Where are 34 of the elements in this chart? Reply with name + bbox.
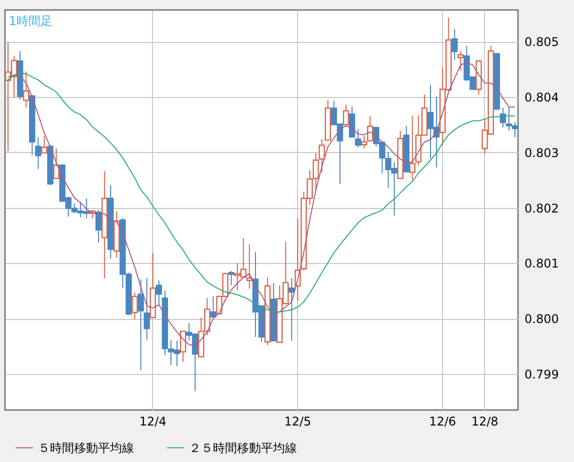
y-tick-label: 0.799 bbox=[524, 367, 559, 382]
candlestick bbox=[342, 104, 350, 126]
candlestick bbox=[156, 280, 162, 306]
candlestick bbox=[35, 136, 42, 170]
x-tick-label: 12/5 bbox=[284, 414, 312, 428]
legend-label: ２５時間移動平均線 bbox=[189, 440, 297, 455]
y-tick-label: 0.802 bbox=[524, 201, 559, 216]
candlestick bbox=[458, 50, 464, 72]
candlestick bbox=[95, 210, 102, 244]
y-tick-label: 0.800 bbox=[524, 312, 559, 326]
y-tick-label: 0.805 bbox=[524, 35, 559, 50]
candlestick bbox=[41, 135, 48, 154]
y-tick-label: 0.804 bbox=[524, 90, 559, 104]
candlestick bbox=[288, 278, 295, 342]
candlestick bbox=[361, 135, 368, 150]
candlestick bbox=[452, 28, 458, 60]
candlestick bbox=[132, 292, 138, 320]
x-tick-label: 12/4 bbox=[139, 414, 166, 428]
candlestick bbox=[409, 115, 416, 181]
candlestick bbox=[53, 148, 60, 180]
y-tick-label: 0.801 bbox=[524, 256, 559, 271]
candlestick bbox=[367, 115, 374, 142]
candlestick bbox=[180, 330, 186, 362]
y-tick-label: 0.803 bbox=[524, 146, 559, 160]
candlestick bbox=[210, 296, 216, 318]
candlestick bbox=[318, 138, 325, 173]
chart-title: 1時間足 bbox=[8, 14, 53, 28]
candlestick bbox=[354, 128, 362, 148]
candlestick bbox=[228, 270, 234, 286]
x-tick-label: 12/6 bbox=[429, 414, 456, 428]
x-tick-label: 12/8 bbox=[471, 414, 498, 428]
candlestick bbox=[348, 106, 356, 138]
candlestick bbox=[23, 70, 30, 108]
legend-label: ５時間移動平均線 bbox=[38, 440, 134, 455]
